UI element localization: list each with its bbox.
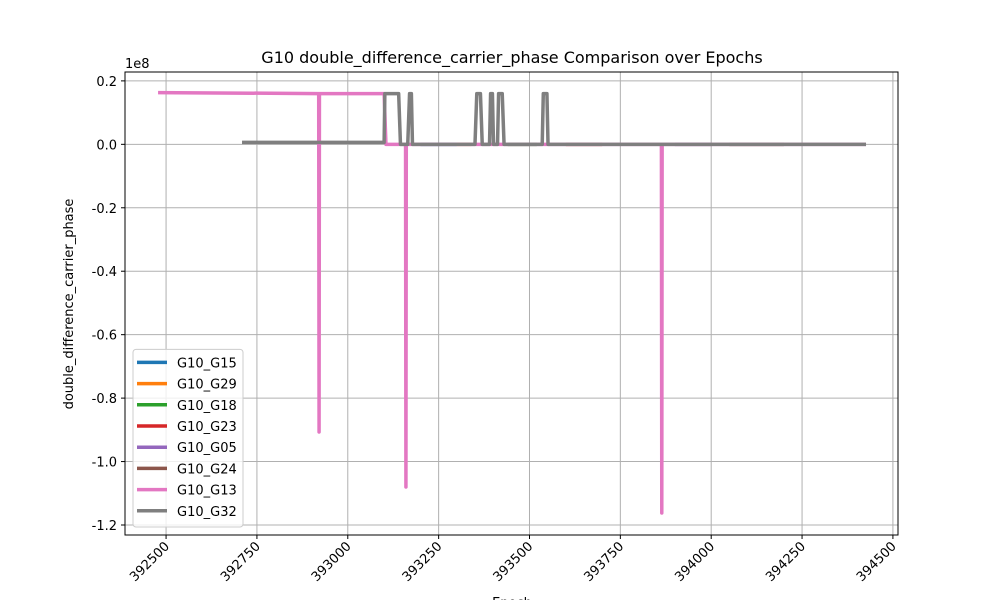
legend-label: G10_G29 <box>177 378 237 393</box>
y-axis-label: double_difference_carrier_phase <box>62 199 77 410</box>
y-tick-label: -0.4 <box>92 265 117 280</box>
y-tick-label: 0.2 <box>96 75 117 90</box>
y-tick-label: -1.2 <box>92 519 117 534</box>
legend-label: G10_G05 <box>177 441 237 456</box>
legend-label: G10_G24 <box>177 462 237 477</box>
legend-label: G10_G23 <box>177 420 237 435</box>
legend-box <box>132 348 244 528</box>
y-tick-label: -0.8 <box>92 392 117 407</box>
legend-label: G10_G18 <box>177 399 237 414</box>
y-tick-label: -1.0 <box>92 456 117 471</box>
plot-frame <box>124 71 899 536</box>
legend-label: G10_G15 <box>177 356 237 371</box>
y-tick-label: -0.6 <box>92 329 117 344</box>
y-tick-label: 0.0 <box>96 138 117 153</box>
series-line <box>242 91 867 147</box>
x-axis-label: Epoch <box>492 596 532 600</box>
legend-label: G10_G13 <box>177 484 237 499</box>
legend-label: G10_G32 <box>177 505 237 520</box>
y-tick-label: -0.2 <box>92 202 117 217</box>
chart-title: G10 double_difference_carrier_phase Comp… <box>261 48 762 68</box>
y-offset-label: 1e8 <box>125 57 150 72</box>
